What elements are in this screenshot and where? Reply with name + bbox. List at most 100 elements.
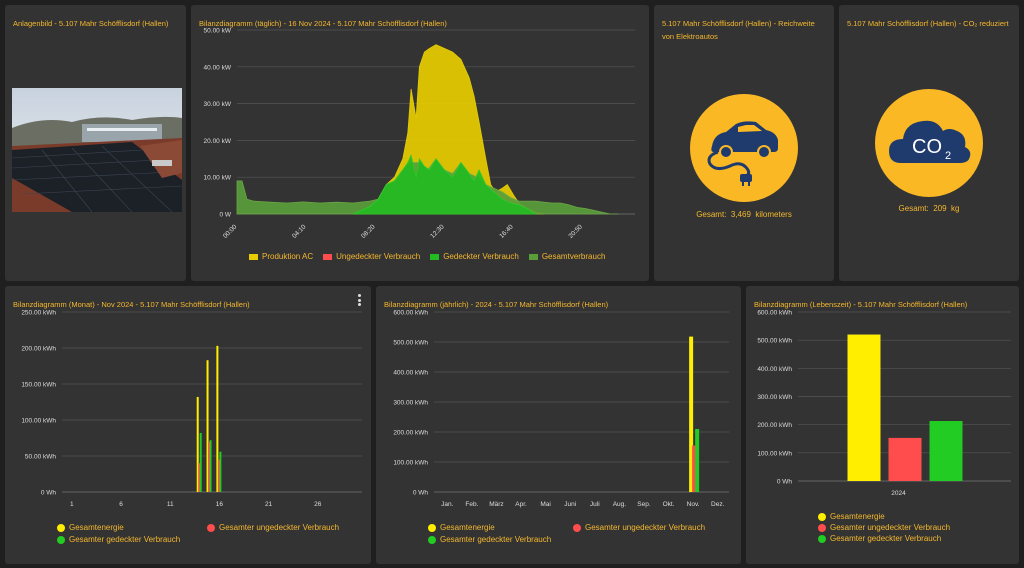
ev-range-panel: 5.107 Mahr Schöfflisdorf (Hallen) - Reic… <box>654 5 834 281</box>
daily-balance-chart[interactable]: 0 W 10.00 kW 20.00 kW 30.00 kW 40.00 kW 50.00… <box>191 5 649 281</box>
y-tick-label: 50.00 kWh <box>25 454 56 461</box>
y-tick-label: 20.00 kW <box>204 138 232 145</box>
x-tick-label: Mai <box>540 501 550 508</box>
total-energy-bar <box>216 345 219 492</box>
panel-title: Bilanzdiagramm (Monat) - Nov 2024 - 5.10… <box>13 300 250 309</box>
x-tick-label: März <box>489 501 503 508</box>
x-tick-label: 04:10 <box>291 223 308 240</box>
y-tick-label: 0 Wh <box>777 479 793 486</box>
svg-text:CO: CO <box>912 136 942 158</box>
covered-bar <box>695 429 700 492</box>
covered-bar <box>209 440 212 492</box>
daily-balance-panel: Bilanzdiagramm (täglich) - 16 Nov 2024 -… <box>191 5 649 281</box>
y-tick-label: 300.00 kWh <box>757 394 792 401</box>
co2-total: Gesamt: 209 kg <box>898 204 960 213</box>
yearly-balance-panel: Bilanzdiagramm (jährlich) - 2024 - 5.107… <box>376 286 741 564</box>
legend-total-energy[interactable]: Gesamtenergie <box>818 512 950 521</box>
y-tick-label: 200.00 kWh <box>393 430 428 437</box>
y-tick-label: 600.00 kWh <box>393 310 428 317</box>
y-tick-label: 400.00 kWh <box>757 366 792 373</box>
x-tick-label: 11 <box>167 501 174 508</box>
y-tick-label: 10.00 kW <box>204 175 232 182</box>
covered-consumption-area <box>352 153 537 215</box>
y-tick-label: 0 Wh <box>413 490 429 497</box>
legend-covered[interactable]: Gedeckter Verbrauch <box>430 252 519 261</box>
x-tick-label: 20:50 <box>567 223 584 240</box>
total-energy-bar <box>847 334 881 481</box>
x-tick-label: Aug. <box>613 501 627 508</box>
panel-title: Bilanzdiagramm (Lebenszeit) - 5.107 Mahr… <box>754 300 968 309</box>
panel-title: 5.107 Mahr Schöfflisdorf (Hallen) - CO₂ … <box>847 19 1009 28</box>
y-tick-label: 250.00 kWh <box>21 310 56 317</box>
x-tick-label: 12:30 <box>429 223 446 240</box>
svg-text:2: 2 <box>945 150 951 162</box>
y-tick-label: 50.00 kW <box>204 28 232 35</box>
y-tick-label: 600.00 kWh <box>757 310 792 317</box>
y-tick-label: 100.00 kWh <box>757 450 792 457</box>
x-tick-label: Sep. <box>637 501 651 508</box>
legend-uncovered[interactable]: Gesamter ungedeckter Verbrauch <box>207 523 339 532</box>
y-tick-label: 30.00 kW <box>204 101 232 108</box>
legend-total-energy[interactable]: Gesamtenergie <box>57 523 197 532</box>
covered-bar <box>219 451 222 492</box>
yearly-legend: Gesamtenergie Gesamter ungedeckter Verbr… <box>428 523 728 544</box>
legend-uncovered[interactable]: Gesamter ungedeckter Verbrauch <box>818 523 950 532</box>
electric-car-icon <box>690 94 798 202</box>
total-energy-bar <box>206 360 209 492</box>
x-tick-label: Dez. <box>711 501 725 508</box>
total-energy-bar <box>689 336 694 492</box>
x-tick-label: 1 <box>70 501 74 508</box>
lifetime-balance-chart[interactable]: 0 Wh 100.00 kWh 200.00 kWh 300.00 kWh 400.00… <box>746 286 1019 564</box>
x-tick-label: Feb. <box>465 501 478 508</box>
panel-title: Bilanzdiagramm (jährlich) - 2024 - 5.107… <box>384 300 609 309</box>
co2-cloud-icon: CO 2 <box>875 89 983 197</box>
y-tick-label: 0 W <box>219 212 231 219</box>
legend-uncovered[interactable]: Gesamter ungedeckter Verbrauch <box>573 523 705 532</box>
legend-covered[interactable]: Gesamter gedeckter Verbrauch <box>428 535 718 544</box>
x-tick-label: 00:00 <box>222 223 239 240</box>
y-tick-label: 200.00 kWh <box>21 346 56 353</box>
legend-uncovered[interactable]: Ungedeckter Verbrauch <box>323 252 420 261</box>
x-tick-label: 16 <box>216 501 224 508</box>
uncovered-bar <box>888 437 922 481</box>
ev-range-total: Gesamt: 3,469 kilometers <box>696 210 792 219</box>
total-energy-bar <box>196 396 199 492</box>
legend-total[interactable]: Gesamtverbrauch <box>528 252 605 261</box>
x-tick-label: 26 <box>314 501 322 508</box>
x-tick-label: 2024 <box>891 490 906 497</box>
x-tick-label: Apr. <box>515 501 527 508</box>
y-tick-label: 500.00 kWh <box>757 338 792 345</box>
covered-bar <box>929 421 963 481</box>
x-tick-label: 08:20 <box>360 223 377 240</box>
x-tick-label: Jan. <box>441 501 453 508</box>
y-tick-label: 400.00 kWh <box>393 370 428 377</box>
panel-title: 5.107 Mahr Schöfflisdorf (Hallen) - Reic… <box>662 19 815 41</box>
monthly-balance-chart[interactable]: 0 Wh 50.00 kWh 100.00 kWh 150.00 kWh 200.00 … <box>5 286 371 564</box>
legend-production[interactable]: Produktion AC <box>249 252 313 261</box>
yearly-balance-chart[interactable]: 0 Wh 100.00 kWh 200.00 kWh 300.00 kWh 400.00… <box>376 286 741 564</box>
monthly-legend: Gesamtenergie Gesamter ungedeckter Verbr… <box>57 523 357 544</box>
lifetime-legend: Gesamtenergie Gesamter ungedeckter Verbr… <box>818 512 960 543</box>
y-tick-label: 150.00 kWh <box>21 382 56 389</box>
y-tick-label: 100.00 kWh <box>393 460 428 467</box>
x-tick-label: Juni <box>564 501 576 508</box>
plant-image-panel: Anlagenbild - 5.107 Mahr Schöfflisdorf (… <box>5 5 186 281</box>
y-tick-label: 100.00 kWh <box>21 418 56 425</box>
y-tick-label: 40.00 kW <box>204 64 232 71</box>
x-tick-label: Juli <box>590 501 600 508</box>
co2-value: 209 <box>933 204 947 213</box>
panel-title: Anlagenbild - 5.107 Mahr Schöfflisdorf (… <box>13 19 169 28</box>
legend-total-energy[interactable]: Gesamtenergie <box>428 523 563 532</box>
kebab-menu-icon[interactable] <box>358 294 362 308</box>
x-tick-label: Okt. <box>663 501 675 508</box>
y-tick-label: 300.00 kWh <box>393 400 428 407</box>
plant-photo[interactable] <box>12 88 182 212</box>
uncovered-bar <box>198 463 201 492</box>
monthly-balance-panel: Bilanzdiagramm (Monat) - Nov 2024 - 5.10… <box>5 286 371 564</box>
legend-covered[interactable]: Gesamter gedeckter Verbrauch <box>818 534 950 543</box>
legend-covered[interactable]: Gesamter gedeckter Verbrauch <box>57 535 347 544</box>
y-tick-label: 200.00 kWh <box>757 422 792 429</box>
x-tick-label: 21 <box>265 501 273 508</box>
panel-title: Bilanzdiagramm (täglich) - 16 Nov 2024 -… <box>199 19 447 28</box>
x-tick-label: 16:40 <box>498 223 515 240</box>
